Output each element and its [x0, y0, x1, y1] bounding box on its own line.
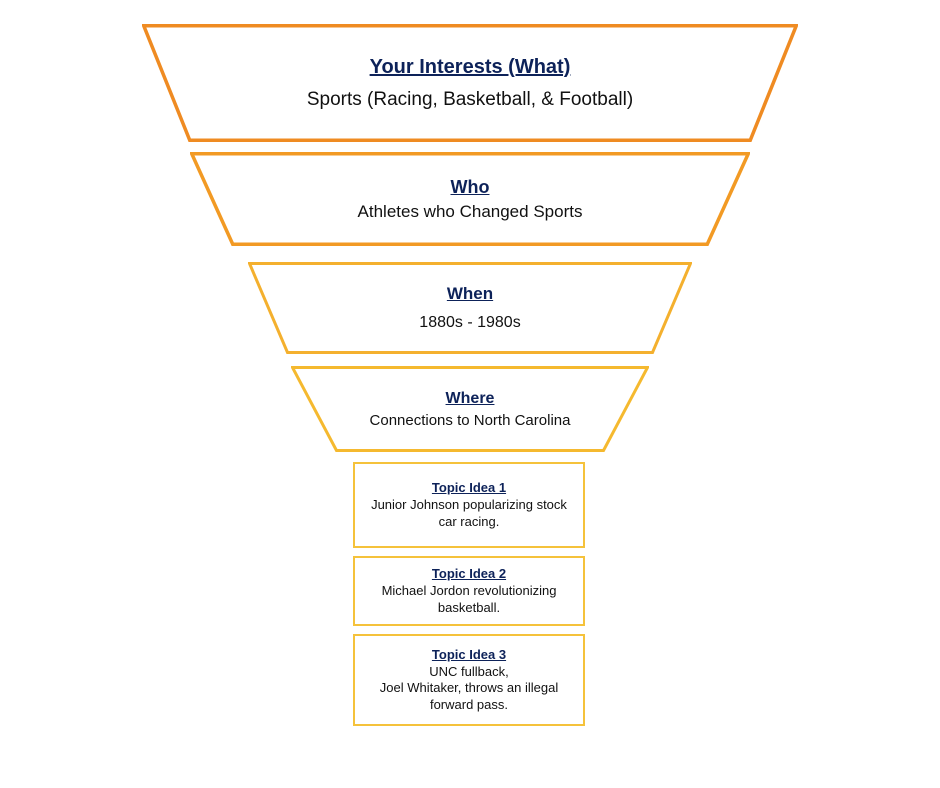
funnel-segment-what: Your Interests (What) Sports (Racing, Ba…	[142, 24, 798, 142]
topic-idea-3: Topic Idea 3 UNC fullback,Joel Whitaker,…	[353, 634, 585, 726]
funnel-who-body: Athletes who Changed Sports	[358, 202, 583, 222]
topic-idea-2-heading: Topic Idea 2	[432, 566, 506, 581]
funnel-when-body: 1880s - 1980s	[419, 314, 520, 332]
funnel-where-heading: Where	[446, 390, 495, 408]
topic-idea-2-body: Michael Jordon revolutionizing basketbal…	[365, 583, 573, 616]
topic-idea-1-body: Junior Johnson popularizing stock car ra…	[365, 497, 573, 530]
topic-idea-3-body: UNC fullback,Joel Whitaker, throws an il…	[365, 664, 573, 713]
topic-idea-2: Topic Idea 2 Michael Jordon revolutioniz…	[353, 556, 585, 626]
funnel-where-body: Connections to North Carolina	[370, 412, 571, 429]
funnel-segment-when: When 1880s - 1980s	[248, 262, 692, 354]
funnel-segment-who-content: Who Athletes who Changed Sports	[190, 152, 750, 246]
topic-idea-3-heading: Topic Idea 3	[432, 647, 506, 662]
funnel-who-heading: Who	[451, 177, 490, 198]
funnel-segment-who: Who Athletes who Changed Sports	[190, 152, 750, 246]
topic-idea-1: Topic Idea 1 Junior Johnson popularizing…	[353, 462, 585, 548]
funnel-segment-where: Where Connections to North Carolina	[291, 366, 649, 452]
funnel-segment-when-content: When 1880s - 1980s	[248, 262, 692, 354]
funnel-what-body: Sports (Racing, Basketball, & Football)	[307, 89, 633, 111]
funnel-segment-what-content: Your Interests (What) Sports (Racing, Ba…	[142, 24, 798, 142]
funnel-when-heading: When	[447, 284, 493, 304]
topic-idea-1-heading: Topic Idea 1	[432, 480, 506, 495]
funnel-what-heading: Your Interests (What)	[370, 56, 571, 79]
funnel-segment-where-content: Where Connections to North Carolina	[291, 366, 649, 452]
